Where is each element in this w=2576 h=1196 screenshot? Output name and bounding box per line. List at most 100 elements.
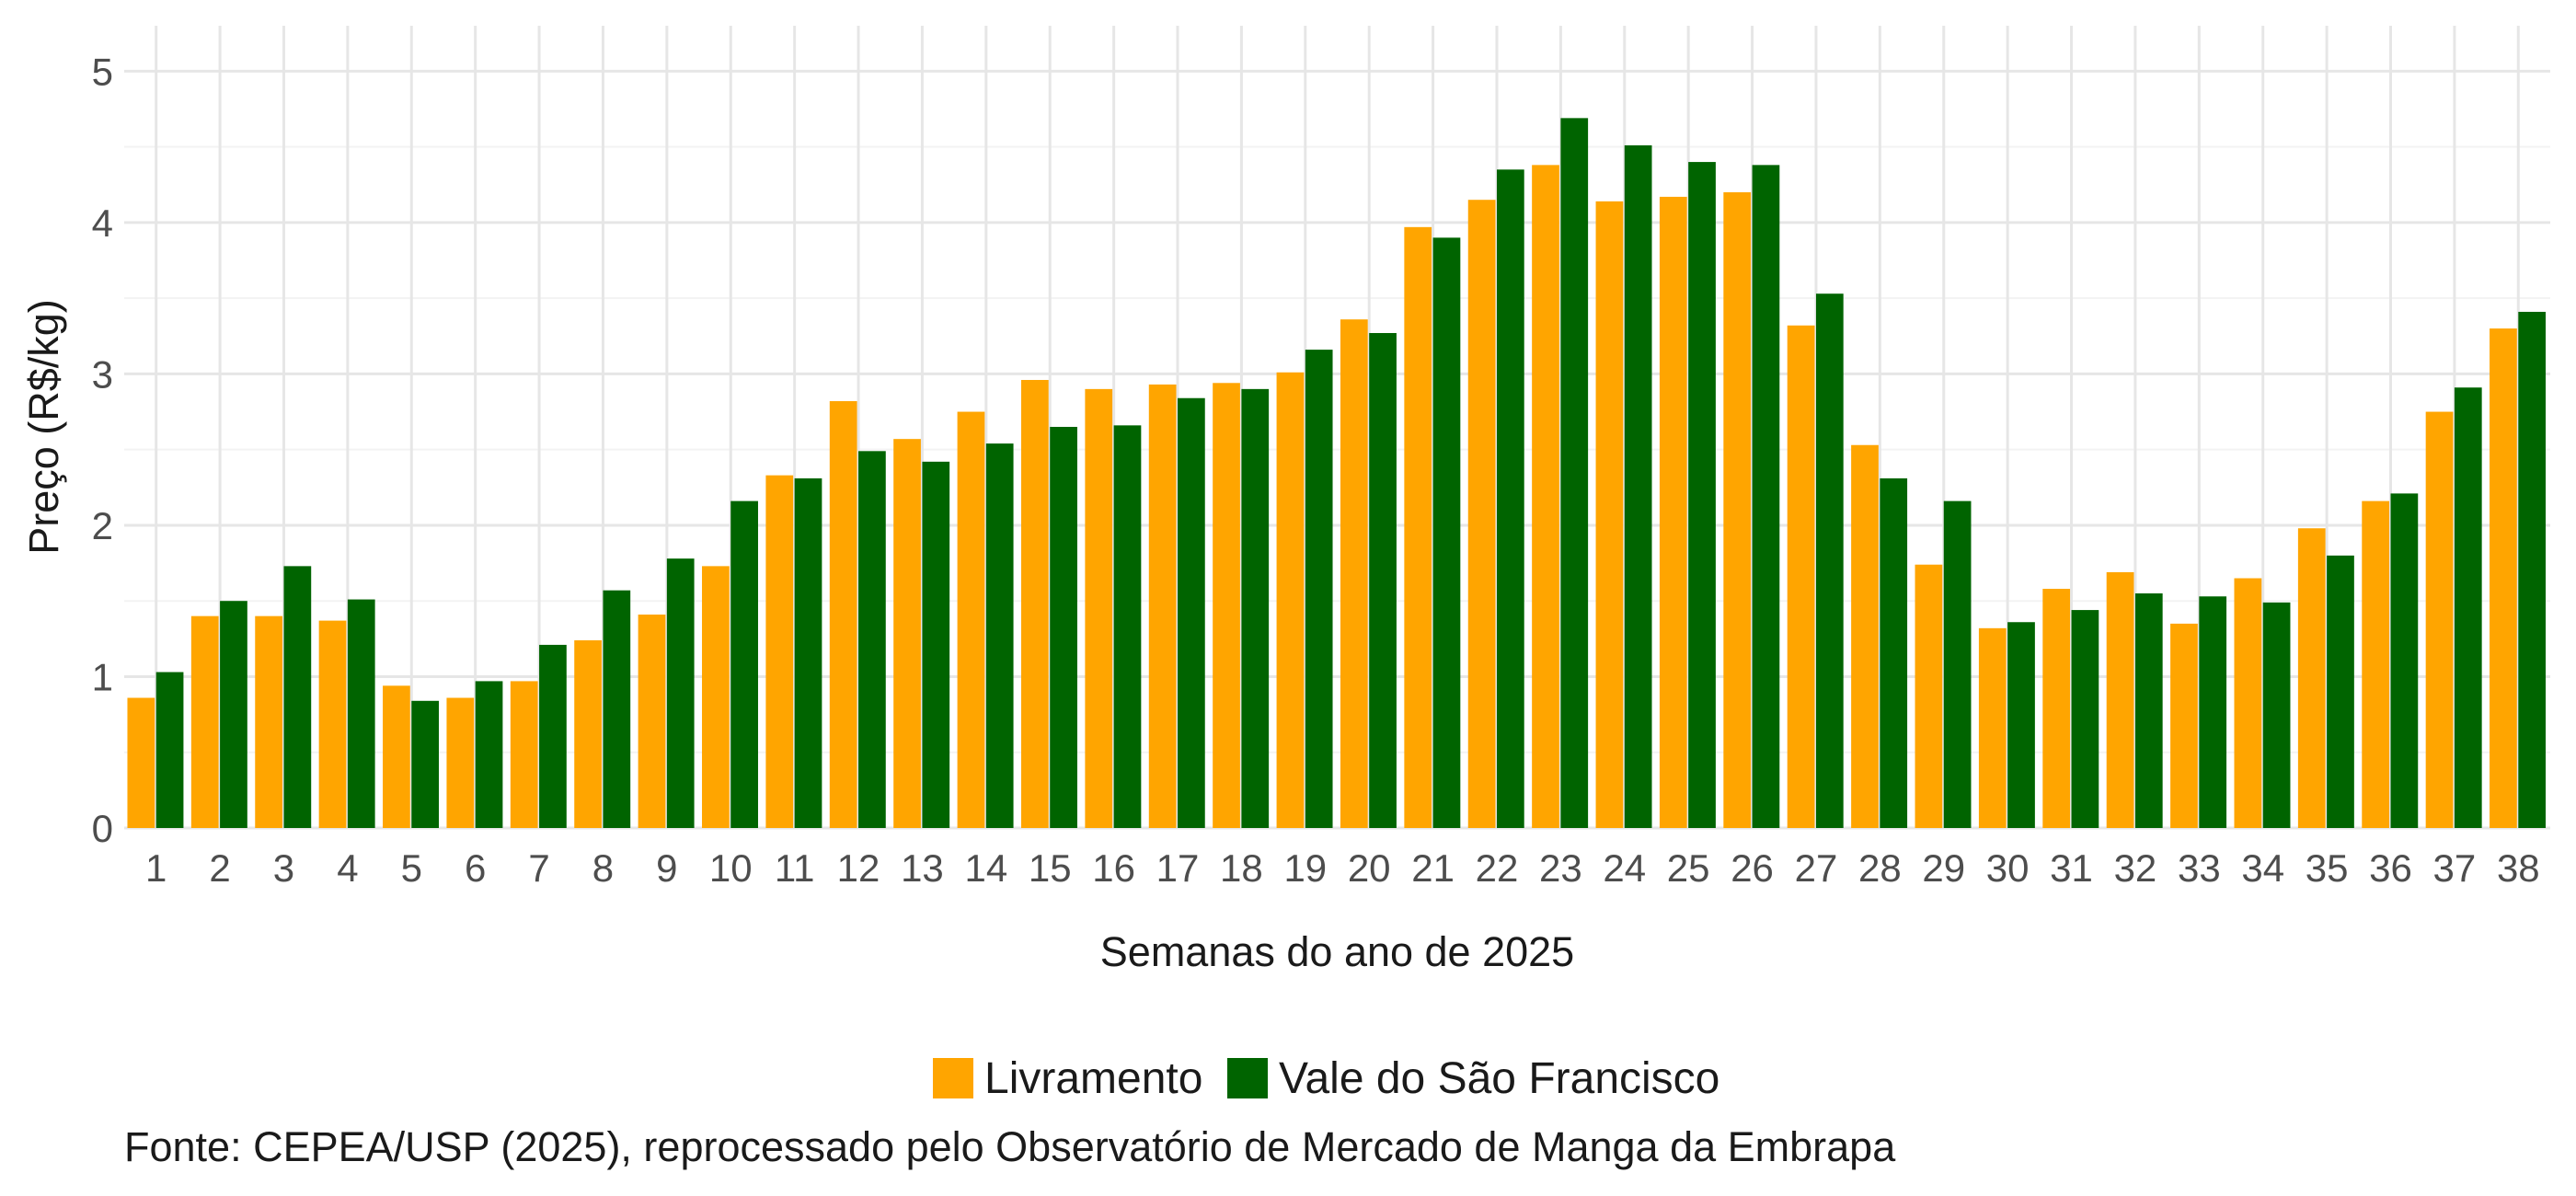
x-tick-label: 24 [1603, 846, 1646, 890]
bar-livramento-week-28 [1851, 444, 1879, 828]
bar-livramento-week-26 [1723, 191, 1752, 828]
bar-vale-do-sao-francisco-week-11 [794, 477, 822, 828]
bar-vale-do-sao-francisco-week-25 [1688, 162, 1716, 829]
bar-livramento-week-15 [1020, 379, 1049, 828]
bar-livramento-week-14 [957, 411, 985, 828]
bar-livramento-week-24 [1595, 201, 1624, 828]
x-tick-label: 6 [465, 846, 486, 890]
bar-vale-do-sao-francisco-week-7 [539, 644, 567, 828]
bar-vale-do-sao-francisco-week-13 [922, 461, 950, 828]
bar-livramento-week-5 [383, 685, 410, 828]
bar-vale-do-sao-francisco-week-33 [2199, 596, 2227, 828]
bar-vale-do-sao-francisco-week-15 [1050, 427, 1077, 828]
x-tick-label: 25 [1667, 846, 1710, 890]
bar-vale-do-sao-francisco-week-35 [2327, 555, 2354, 828]
x-tick-label: 14 [964, 846, 1007, 890]
bar-vale-do-sao-francisco-week-12 [858, 451, 886, 828]
x-tick-label: 36 [2369, 846, 2412, 890]
source-caption: Fonte: CEPEA/USP (2025), reprocessado pe… [124, 1123, 1896, 1170]
x-tick-label: 23 [1539, 846, 1582, 890]
bar-vale-do-sao-francisco-week-31 [2071, 610, 2099, 828]
bar-livramento-week-35 [2297, 528, 2326, 828]
bar-vale-do-sao-francisco-week-34 [2262, 602, 2291, 828]
y-tick-label: 1 [92, 655, 113, 698]
y-tick-label: 5 [92, 50, 113, 93]
bar-livramento-week-19 [1276, 372, 1305, 828]
x-tick-label: 31 [2050, 846, 2093, 890]
x-tick-label: 27 [1795, 846, 1838, 890]
x-tick-label: 11 [775, 846, 815, 890]
bar-vale-do-sao-francisco-week-37 [2454, 387, 2482, 828]
x-tick-label: 4 [337, 846, 358, 890]
x-tick-label: 1 [145, 846, 167, 890]
bar-livramento-week-11 [765, 475, 794, 828]
bar-livramento-week-6 [446, 697, 475, 828]
bar-vale-do-sao-francisco-week-2 [220, 601, 247, 828]
x-tick-label: 26 [1731, 846, 1774, 890]
y-tick-label: 4 [92, 201, 113, 245]
bar-livramento-week-17 [1148, 384, 1177, 828]
bar-vale-do-sao-francisco-week-28 [1880, 477, 1908, 828]
x-tick-label: 13 [901, 846, 944, 890]
bar-vale-do-sao-francisco-week-4 [347, 599, 375, 828]
x-tick-label: 8 [592, 846, 614, 890]
bar-livramento-week-16 [1085, 388, 1113, 828]
bar-livramento-week-22 [1467, 200, 1496, 829]
x-tick-label: 35 [2306, 846, 2349, 890]
bar-livramento-week-7 [510, 681, 538, 828]
bar-vale-do-sao-francisco-week-17 [1178, 397, 1205, 828]
bar-vale-do-sao-francisco-week-10 [730, 500, 758, 828]
x-tick-labels: 1 2 3 4 5 6 7 8 9 10 11 12 13 14 15 16 17 18 19 20 21 22 23 24 2… [145, 846, 2540, 890]
y-tick-labels: 0 1 2 3 4 5 [92, 50, 113, 850]
bar-livramento-week-30 [1978, 627, 2007, 828]
legend-label-vale-do-sao-francisco: Vale do São Francisco [1279, 1054, 1719, 1103]
bar-vale-do-sao-francisco-week-20 [1369, 332, 1397, 829]
bar-vale-do-sao-francisco-week-16 [1113, 425, 1142, 828]
bar-vale-do-sao-francisco-week-26 [1752, 165, 1780, 829]
x-tick-label: 9 [656, 846, 677, 890]
x-tick-label: 21 [1411, 846, 1455, 890]
x-tick-label: 33 [2178, 846, 2221, 890]
bar-livramento-week-18 [1213, 383, 1240, 828]
bar-vale-do-sao-francisco-week-24 [1624, 144, 1652, 828]
x-tick-label: 32 [2114, 846, 2157, 890]
bar-vale-do-sao-francisco-week-19 [1305, 350, 1333, 828]
bar-livramento-week-36 [2362, 500, 2390, 828]
x-tick-label: 10 [709, 846, 753, 890]
bar-vale-do-sao-francisco-week-6 [475, 681, 503, 828]
legend-swatch-livramento [933, 1058, 973, 1098]
legend-swatch-vale-do-sao-francisco [1227, 1058, 1268, 1098]
bar-livramento-week-8 [574, 639, 602, 828]
bar-vale-do-sao-francisco-week-18 [1241, 388, 1270, 828]
x-tick-label: 12 [837, 846, 880, 890]
x-tick-label: 30 [1986, 846, 2030, 890]
bar-livramento-week-23 [1532, 165, 1559, 829]
bar-livramento-week-2 [190, 615, 219, 828]
x-tick-label: 29 [1922, 846, 1965, 890]
y-axis-title: Preço (R$/kg) [20, 299, 67, 555]
y-tick-label: 0 [92, 807, 113, 850]
x-tick-label: 7 [528, 846, 549, 890]
bar-vale-do-sao-francisco-week-14 [985, 443, 1014, 828]
bars-layer [127, 118, 2547, 829]
bar-livramento-week-29 [1915, 564, 1943, 828]
bar-livramento-week-37 [2425, 411, 2454, 828]
bar-livramento-week-12 [829, 401, 857, 828]
x-tick-label: 38 [2497, 846, 2540, 890]
bar-livramento-week-9 [638, 615, 666, 828]
bar-vale-do-sao-francisco-week-8 [603, 590, 631, 828]
bar-livramento-week-38 [2490, 328, 2517, 828]
x-tick-label: 2 [209, 846, 230, 890]
bar-livramento-week-1 [127, 697, 155, 828]
bar-livramento-week-32 [2106, 571, 2134, 828]
x-tick-label: 5 [401, 846, 422, 890]
bar-vale-do-sao-francisco-week-29 [1943, 500, 1972, 828]
bar-livramento-week-10 [702, 566, 730, 828]
bar-livramento-week-31 [2042, 589, 2071, 828]
x-tick-label: 28 [1858, 846, 1902, 890]
bar-livramento-week-13 [893, 439, 921, 828]
bar-vale-do-sao-francisco-week-30 [2007, 622, 2035, 828]
bar-livramento-week-21 [1404, 226, 1432, 829]
bar-vale-do-sao-francisco-week-36 [2390, 493, 2419, 828]
x-tick-label: 19 [1283, 846, 1327, 890]
